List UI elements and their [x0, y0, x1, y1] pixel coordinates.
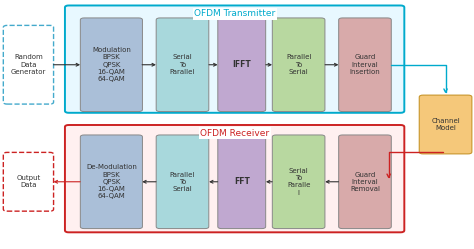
Text: Modulation
BPSK
QPSK
16-QAM
64-QAM: Modulation BPSK QPSK 16-QAM 64-QAM	[92, 47, 131, 82]
Text: Parallel
To
Serial: Parallel To Serial	[170, 172, 195, 192]
FancyBboxPatch shape	[3, 25, 54, 104]
FancyBboxPatch shape	[272, 135, 325, 229]
FancyBboxPatch shape	[218, 18, 265, 112]
FancyBboxPatch shape	[218, 135, 265, 229]
FancyBboxPatch shape	[80, 135, 142, 229]
FancyBboxPatch shape	[65, 125, 404, 232]
FancyBboxPatch shape	[156, 18, 209, 112]
Text: Output
Data: Output Data	[16, 175, 41, 188]
FancyBboxPatch shape	[65, 5, 404, 113]
Text: Serial
To
Paralle
l: Serial To Paralle l	[287, 168, 310, 196]
Text: Guard
Interval
Removal: Guard Interval Removal	[350, 172, 380, 192]
FancyBboxPatch shape	[272, 18, 325, 112]
Text: De-Modulation
BPSK
QPSK
16-QAM
64-QAM: De-Modulation BPSK QPSK 16-QAM 64-QAM	[86, 164, 137, 199]
FancyBboxPatch shape	[338, 135, 391, 229]
Text: Serial
To
Parallel: Serial To Parallel	[170, 55, 195, 75]
Text: FFT: FFT	[234, 177, 250, 186]
Text: Guard
Interval
Insertion: Guard Interval Insertion	[350, 55, 380, 75]
Text: OFDM Receiver: OFDM Receiver	[200, 129, 269, 138]
FancyBboxPatch shape	[419, 95, 472, 154]
FancyBboxPatch shape	[80, 18, 142, 112]
FancyBboxPatch shape	[3, 152, 54, 211]
Text: IFFT: IFFT	[232, 60, 251, 69]
FancyBboxPatch shape	[338, 18, 391, 112]
Text: Random
Data
Generator: Random Data Generator	[11, 55, 46, 75]
Text: OFDM Transmitter: OFDM Transmitter	[194, 9, 275, 18]
FancyBboxPatch shape	[156, 135, 209, 229]
Text: Channel
Model: Channel Model	[431, 118, 460, 131]
Text: Parallel
To
Serial: Parallel To Serial	[286, 55, 311, 75]
